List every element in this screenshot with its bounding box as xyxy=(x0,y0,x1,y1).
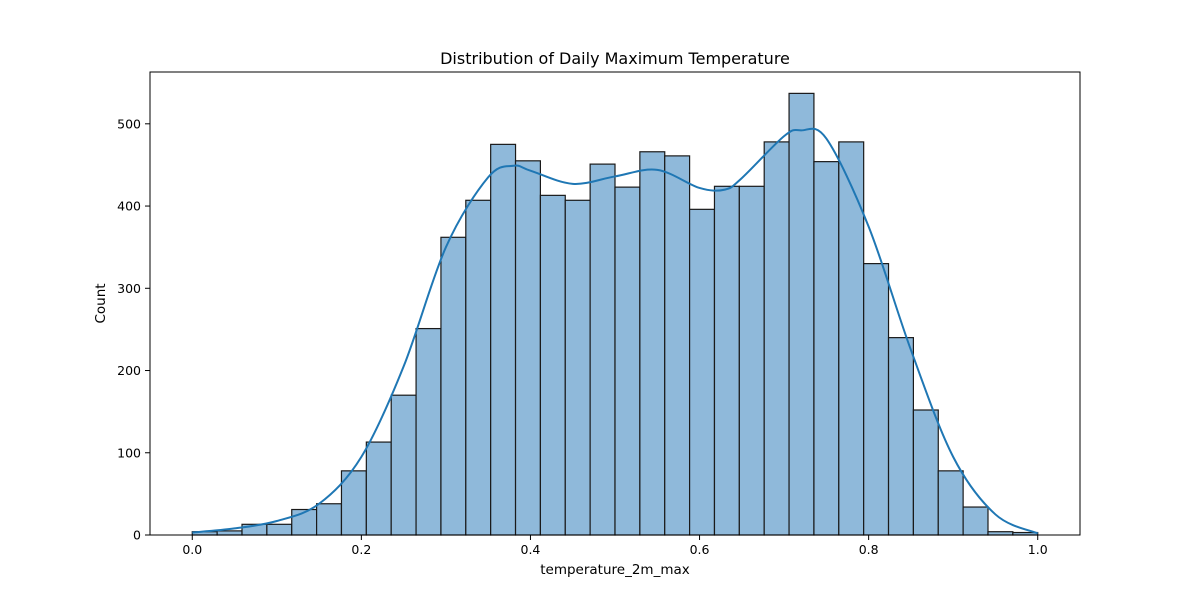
histogram-bar xyxy=(216,530,243,536)
x-tick-label: 1.0 xyxy=(1028,542,1048,557)
y-tick-label: 100 xyxy=(117,445,141,460)
x-tick-label: 0.0 xyxy=(182,542,202,557)
histogram-bar xyxy=(291,508,318,536)
histogram-bar xyxy=(390,394,417,536)
histogram-bar xyxy=(688,208,716,536)
histogram-bar xyxy=(863,263,890,536)
histogram-bar xyxy=(589,163,616,536)
chart-title: Distribution of Daily Maximum Temperatur… xyxy=(440,49,790,68)
x-tick-label: 0.2 xyxy=(351,542,371,557)
x-axis-ticks: 0.0 0.2 0.4 0.6 0.8 1.0 xyxy=(182,535,1048,557)
histogram-bar xyxy=(838,141,865,536)
y-tick-label: 400 xyxy=(117,199,141,214)
y-tick-label: 200 xyxy=(117,363,141,378)
x-tick-label: 0.6 xyxy=(690,542,710,557)
histogram-bar xyxy=(514,160,542,536)
y-tick-label: 300 xyxy=(117,281,141,296)
histogram-bar xyxy=(813,161,840,536)
histogram-bars xyxy=(191,92,1039,536)
histogram-bar xyxy=(365,441,392,536)
histogram-bar xyxy=(639,151,666,536)
histogram-bar xyxy=(788,92,815,536)
y-axis-label: Count xyxy=(93,283,109,323)
histogram-bar xyxy=(266,523,293,536)
histogram-bar xyxy=(614,186,641,536)
histogram-bar xyxy=(465,199,492,536)
histogram-bar xyxy=(564,199,591,536)
histogram-bar xyxy=(490,143,517,536)
x-axis-label: temperature_2m_max xyxy=(540,562,690,578)
plot-frame xyxy=(149,71,1081,536)
histogram-bar xyxy=(440,236,467,536)
histogram-bar xyxy=(887,337,915,536)
kde-curve xyxy=(192,127,1039,535)
y-axis-ticks: 0 100 200 300 400 500 xyxy=(117,116,150,543)
histogram-bar xyxy=(738,185,765,536)
histogram-bar xyxy=(415,327,442,536)
histogram-bar xyxy=(763,141,790,536)
histogram-bar xyxy=(316,503,343,536)
histogram-bar xyxy=(912,409,939,536)
histogram-bar xyxy=(937,470,964,536)
histogram-bar xyxy=(539,194,566,536)
x-tick-label: 0.8 xyxy=(859,542,879,557)
y-tick-label: 0 xyxy=(133,528,141,543)
histogram-bar xyxy=(962,506,989,536)
kde-curve-group xyxy=(192,127,1039,535)
y-tick-label: 500 xyxy=(117,116,141,131)
histogram-bar xyxy=(664,155,691,536)
x-tick-label: 0.4 xyxy=(521,542,541,557)
histogram-bar xyxy=(713,185,740,536)
